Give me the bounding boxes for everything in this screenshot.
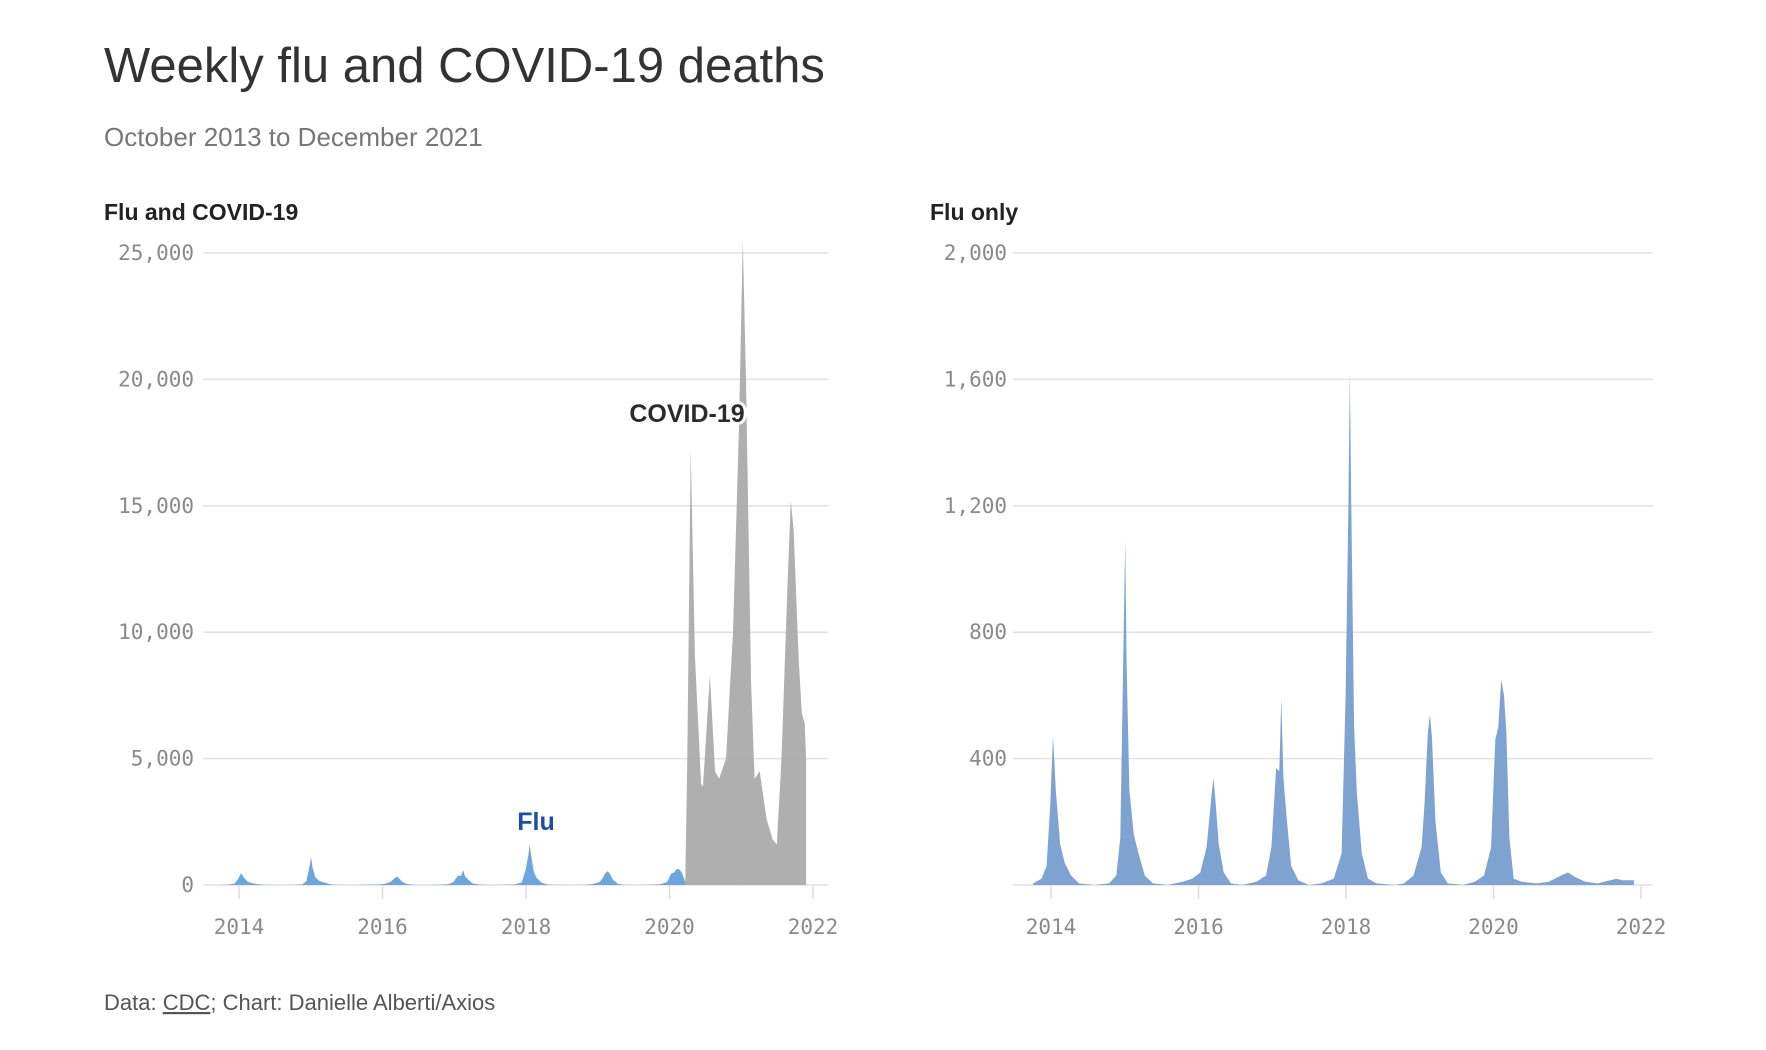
left-panel: Flu and COVID-19 0 5,000 10,000 15,000 20,00… bbox=[104, 199, 838, 939]
x-tick-label: 2020 bbox=[1468, 915, 1519, 939]
x-tick-label: 2022 bbox=[1616, 915, 1667, 939]
y-tick-label: 15,000 bbox=[118, 494, 194, 518]
y-tick-label: 1,600 bbox=[944, 367, 1007, 391]
flu-area bbox=[1033, 373, 1634, 885]
chart-title: Weekly flu and COVID-19 deaths bbox=[104, 39, 825, 93]
x-tick-label: 2016 bbox=[357, 915, 408, 939]
right-panel-title: Flu only bbox=[930, 199, 1018, 225]
x-tick-label: 2018 bbox=[1321, 915, 1372, 939]
left-panel-title: Flu and COVID-19 bbox=[104, 199, 298, 225]
y-tick-label: 400 bbox=[969, 747, 1007, 771]
x-tick-label: 2020 bbox=[644, 915, 695, 939]
y-tick-label: 5,000 bbox=[131, 747, 194, 771]
right-panel: Flu only 400 800 1,200 1,600 2,000 2014 2016 2… bbox=[930, 199, 1666, 939]
x-tick-label: 2018 bbox=[501, 915, 552, 939]
y-tick-label: 25,000 bbox=[118, 241, 194, 265]
cdc-source-link[interactable]: CDC bbox=[163, 990, 211, 1015]
x-tick-label: 2022 bbox=[788, 915, 839, 939]
y-tick-label: 800 bbox=[969, 620, 1007, 644]
y-tick-label: 10,000 bbox=[118, 620, 194, 644]
flu-annotation: Flu bbox=[517, 808, 555, 836]
x-tick-label: 2014 bbox=[1026, 915, 1077, 939]
x-tick-label: 2016 bbox=[1173, 915, 1224, 939]
footer-credit: ; Chart: Danielle Alberti/Axios bbox=[210, 990, 495, 1015]
chart-subtitle: October 2013 to December 2021 bbox=[104, 122, 483, 152]
y-tick-label: 20,000 bbox=[118, 367, 194, 391]
footer: Data: CDC; Chart: Danielle Alberti/Axios bbox=[104, 990, 495, 1015]
y-tick-label: 0 bbox=[181, 873, 194, 897]
footer-data-prefix: Data: bbox=[104, 990, 163, 1015]
y-tick-label: 1,200 bbox=[944, 494, 1007, 518]
x-tick-label: 2014 bbox=[214, 915, 265, 939]
covid-annotation: COVID-19 bbox=[629, 400, 744, 428]
y-tick-label: 2,000 bbox=[944, 241, 1007, 265]
covid-area bbox=[685, 240, 807, 885]
